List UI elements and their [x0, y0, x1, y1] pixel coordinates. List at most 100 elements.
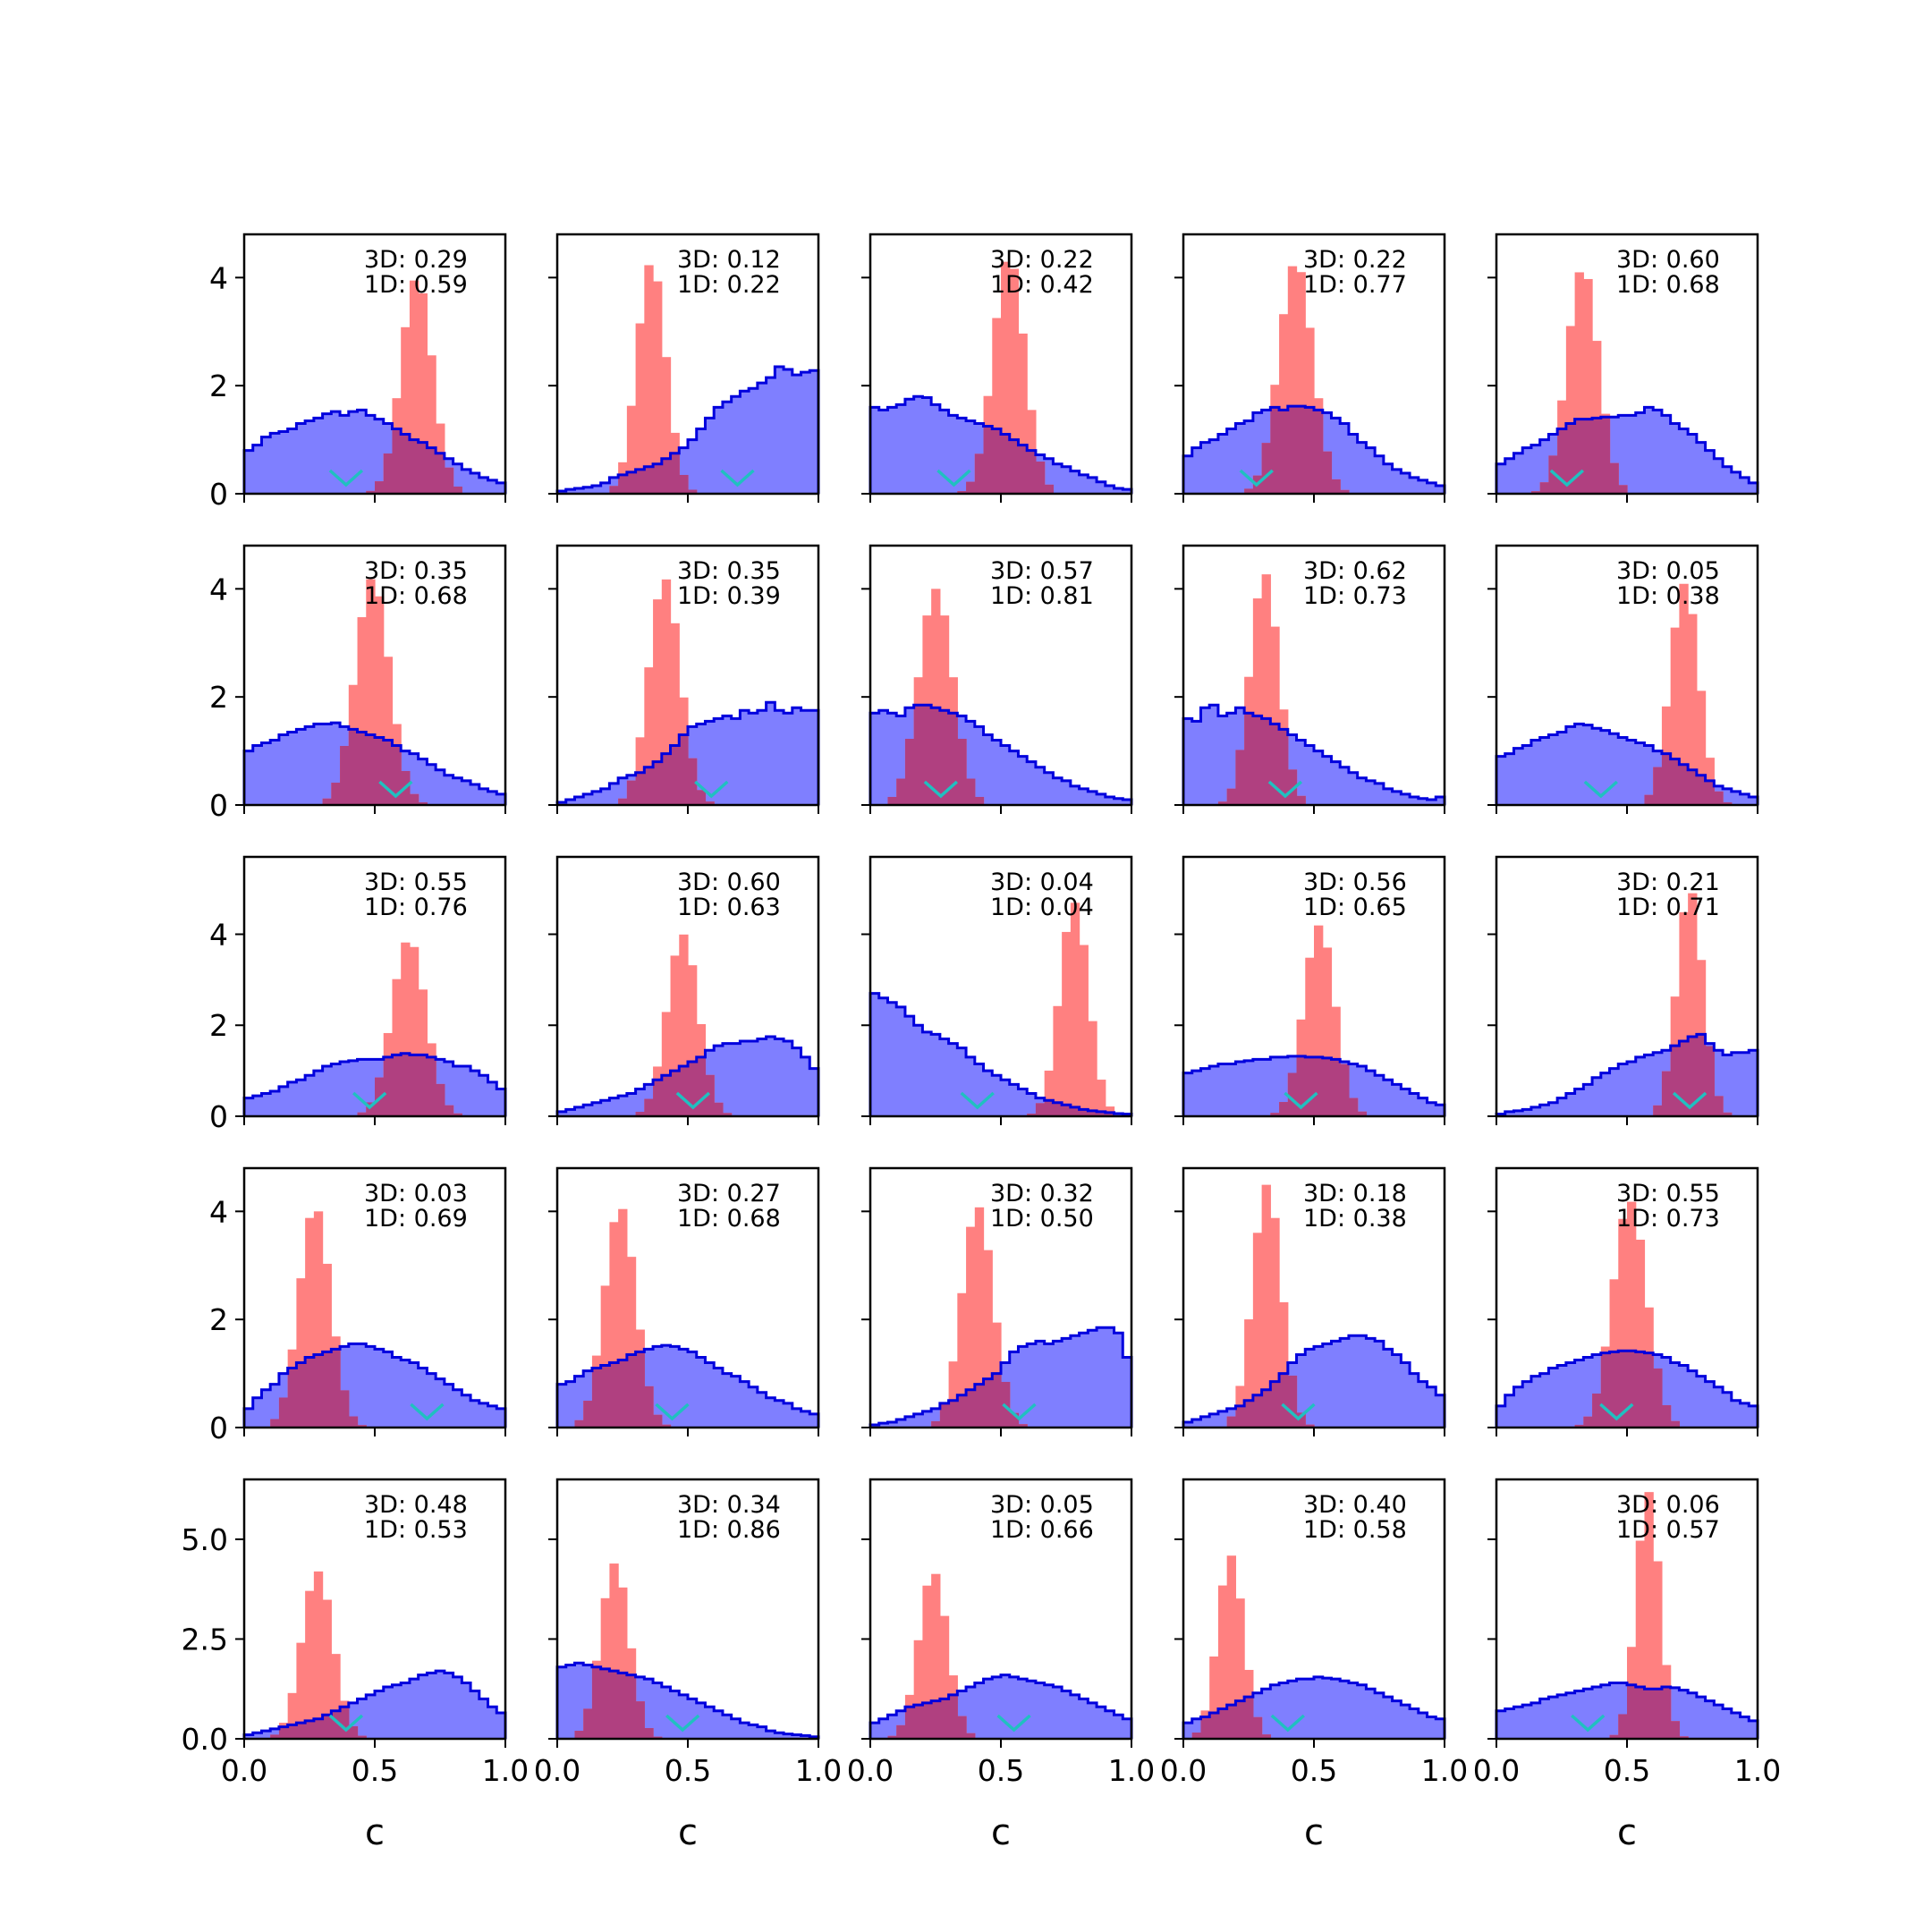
- red-histogram-bar: [1679, 583, 1689, 805]
- overlap-bar: [392, 428, 402, 494]
- overlap-bar: [992, 1373, 1002, 1428]
- red-histogram-bar: [1252, 598, 1263, 805]
- overlap-bar: [948, 1400, 958, 1428]
- overlap-bar: [1705, 780, 1715, 805]
- y-tick-label: 2: [209, 680, 228, 715]
- red-histogram-bar: [1226, 1555, 1236, 1739]
- overlap-bar: [1226, 1705, 1236, 1739]
- red-histogram-bar: [618, 1208, 628, 1428]
- annotation-1d: 1D: 0.65: [1303, 894, 1407, 921]
- overlap-bar: [679, 734, 689, 805]
- overlap-bar: [1235, 750, 1245, 805]
- red-histogram-bar: [1635, 1240, 1646, 1428]
- overlap-bar: [714, 1102, 724, 1116]
- overlap-bar: [322, 1715, 332, 1739]
- overlap-bar: [931, 1420, 941, 1428]
- x-tick-label: 0.0: [221, 1753, 267, 1788]
- overlap-bar: [688, 758, 698, 805]
- true-value-marker: [1284, 1091, 1318, 1110]
- overlap-bar: [896, 778, 906, 805]
- x-tick-label: 0.5: [665, 1753, 711, 1788]
- blue-histogram-outline: [555, 1661, 820, 1739]
- red-histogram-bar: [418, 292, 428, 494]
- overlap-bar: [409, 1055, 419, 1116]
- overlap-bar: [887, 1735, 897, 1739]
- overlap-bar: [635, 469, 645, 494]
- annotation-3d: 3D: 0.55: [364, 869, 468, 896]
- red-histogram-bar: [644, 265, 654, 494]
- annotation-3d: 3D: 0.18: [1303, 1180, 1407, 1208]
- red-histogram-bar: [1209, 1656, 1219, 1739]
- red-histogram-bar: [1287, 266, 1298, 494]
- overlap-bar: [653, 463, 663, 494]
- red-histogram-bar: [670, 623, 680, 805]
- blue-histogram-outline: [869, 394, 1133, 494]
- x-axis-label: c: [1304, 1812, 1324, 1853]
- blue-histogram-outline: [1182, 1334, 1446, 1428]
- overlap-bar: [1235, 1405, 1245, 1428]
- overlap-bar: [1105, 1112, 1115, 1116]
- overlap-bar: [1583, 1416, 1593, 1428]
- overlap-bar: [922, 1702, 932, 1739]
- overlap-bar: [1322, 451, 1333, 494]
- overlap-bar: [453, 487, 462, 494]
- overlap-bar: [948, 713, 958, 805]
- red-histogram-bar: [1279, 1301, 1289, 1428]
- overlap-bar: [1609, 1352, 1619, 1428]
- overlap-bar: [1244, 713, 1254, 805]
- overlap-bar: [1070, 1106, 1080, 1116]
- x-tick-label: 0.0: [534, 1753, 580, 1788]
- overlap-bar: [957, 1716, 967, 1739]
- overlap-bar: [427, 447, 436, 494]
- red-histogram-bar: [948, 1361, 958, 1428]
- annotation-3d: 3D: 0.04: [990, 869, 1094, 896]
- true-value-marker: [1571, 1714, 1606, 1733]
- overlap-bar: [322, 798, 332, 805]
- overlap-bar: [661, 1424, 672, 1428]
- red-histogram-bar: [1261, 574, 1271, 805]
- overlap-bar: [1296, 795, 1306, 805]
- red-histogram-bar: [296, 1278, 306, 1428]
- overlap-bar: [653, 1080, 663, 1116]
- overlap-bar: [609, 1671, 619, 1739]
- annotation-1d: 1D: 0.57: [1616, 1516, 1720, 1544]
- overlap-bar: [983, 426, 993, 494]
- blue-histogram-outline: [869, 1674, 1133, 1739]
- red-histogram-bar: [670, 955, 680, 1116]
- overlap-bar: [1322, 1057, 1333, 1116]
- red-histogram-bar: [427, 355, 436, 494]
- overlap-bar: [957, 1394, 967, 1428]
- y-tick-label: 0: [209, 788, 228, 823]
- red-histogram-bar: [931, 589, 941, 805]
- overlap-bar: [340, 1390, 350, 1428]
- annotation-3d: 3D: 0.35: [677, 557, 781, 585]
- overlap-bar: [1279, 729, 1289, 805]
- overlap-bar: [1714, 1096, 1724, 1116]
- overlap-bar: [1609, 462, 1619, 494]
- overlap-bar: [1305, 1056, 1315, 1116]
- overlap-bar: [366, 1102, 376, 1116]
- blue-histogram-fill: [870, 993, 1131, 1116]
- red-histogram-bar: [1670, 627, 1680, 805]
- y-tick-label: 0: [209, 477, 228, 512]
- overlap-bar: [626, 471, 637, 494]
- y-tick-label: 2: [209, 369, 228, 403]
- overlap-bar: [609, 1362, 619, 1428]
- overlap-bar: [913, 705, 923, 805]
- overlap-bar: [313, 1718, 324, 1739]
- annotation-1d: 1D: 0.68: [364, 582, 468, 610]
- overlap-bar: [383, 453, 394, 494]
- overlap-bar: [591, 1666, 602, 1739]
- overlap-bar: [574, 1419, 584, 1428]
- overlap-bar: [966, 778, 976, 805]
- overlap-bar: [1009, 1412, 1020, 1428]
- red-histogram-bar: [1296, 272, 1306, 494]
- overlap-bar: [1670, 758, 1680, 805]
- overlap-bar: [679, 474, 689, 494]
- annotation-1d: 1D: 0.86: [677, 1516, 781, 1544]
- overlap-bar: [1244, 1697, 1254, 1739]
- overlap-bar: [1723, 1112, 1733, 1116]
- red-histogram-bar: [626, 1257, 637, 1428]
